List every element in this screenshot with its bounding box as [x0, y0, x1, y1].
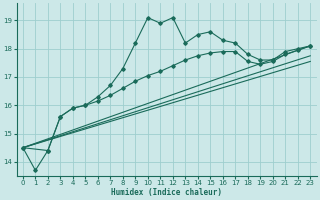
X-axis label: Humidex (Indice chaleur): Humidex (Indice chaleur) [111, 188, 222, 197]
